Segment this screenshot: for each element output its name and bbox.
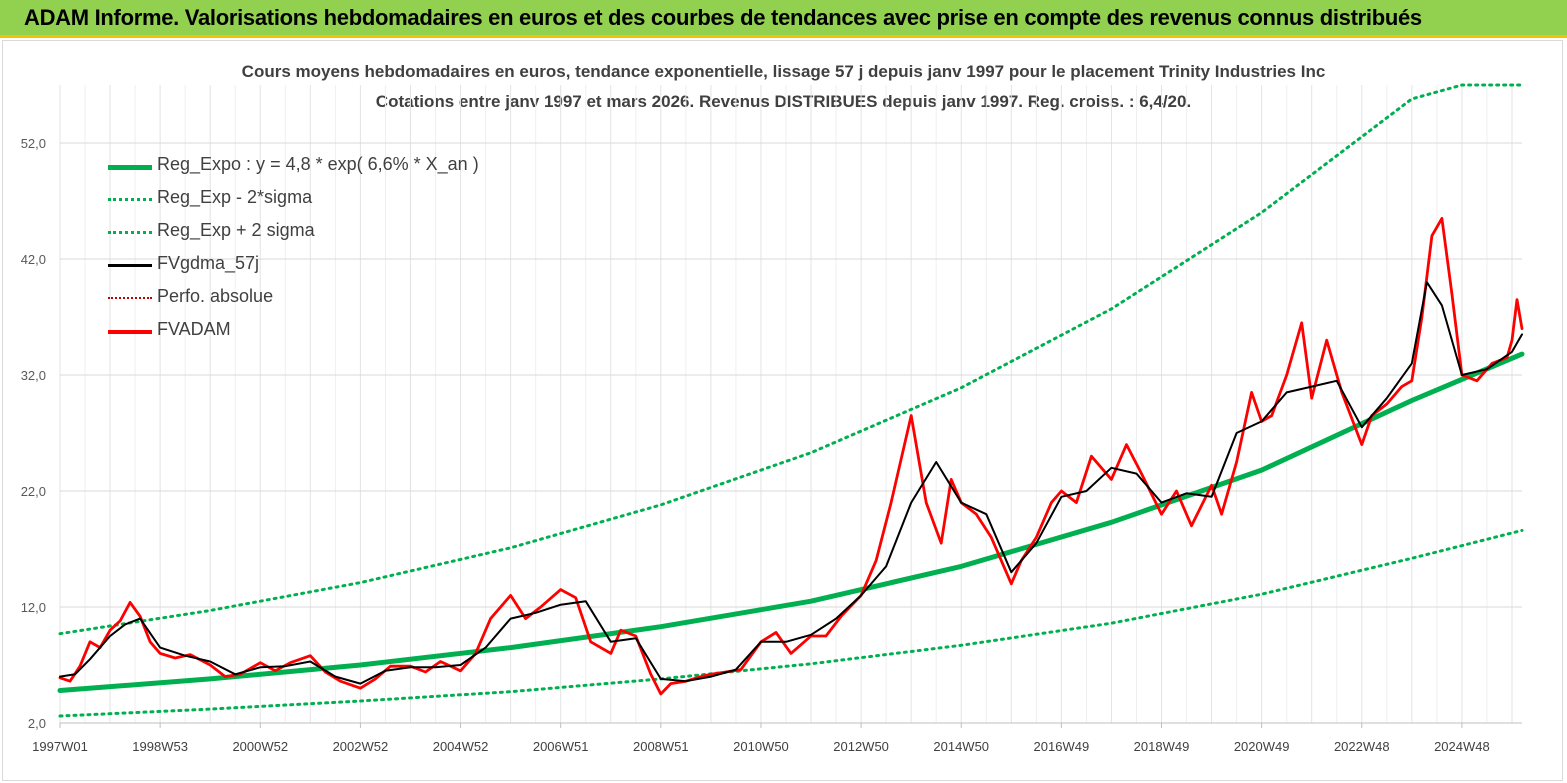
legend-item: Reg_Exp - 2*sigma: [108, 187, 528, 220]
legend-label: FVADAM: [157, 319, 231, 339]
x-tick-label: 2004W52: [433, 739, 489, 754]
fvadam-price-line: [58, 217, 1524, 696]
y-tick-label: 22,0: [21, 484, 46, 499]
chart-subtitle: Cotations entre janv 1997 et mars 2026. …: [375, 92, 1192, 111]
x-tick-label: 2024W48: [1434, 739, 1490, 754]
x-tick-label: 2006W51: [533, 739, 589, 754]
chart-legend: Reg_Expo : y = 4,8 * exp( 6,6% * X_an ) R…: [108, 154, 528, 352]
chart-title: Cours moyens hebdomadaires en euros, ten…: [241, 62, 1326, 81]
y-tick-label: 32,0: [21, 368, 46, 383]
x-tick-label: 1997W01: [32, 739, 88, 754]
legend-label: Reg_Exp + 2 sigma: [157, 220, 315, 240]
x-tick-label: 2012W50: [833, 739, 889, 754]
legend-label: Perfo. absolue: [157, 286, 274, 306]
reg-expo-line: [57, 351, 1525, 693]
legend-item: Reg_Exp + 2 sigma: [108, 220, 528, 253]
legend-swatch: [108, 198, 152, 201]
legend-label: FVgdma_57j: [157, 253, 260, 273]
legend-swatch: [108, 297, 152, 299]
chart-frame: [2, 40, 1563, 781]
x-tick-label: 2000W52: [232, 739, 288, 754]
x-tick-label: 2020W49: [1234, 739, 1290, 754]
y-tick-label: 12,0: [21, 600, 46, 615]
x-tick-label: 2010W50: [733, 739, 789, 754]
legend-item: Reg_Expo : y = 4,8 * exp( 6,6% * X_an ): [108, 154, 528, 187]
legend-swatch: [108, 264, 152, 267]
legend-swatch: [108, 165, 152, 170]
x-tick-label: 2016W49: [1034, 739, 1090, 754]
legend-item: FVADAM: [108, 319, 528, 352]
report-title: ADAM Informe. Valorisations hebdomadaire…: [24, 5, 1422, 30]
legend-swatch: [108, 231, 152, 234]
x-tick-label: 2022W48: [1334, 739, 1390, 754]
legend-item: Perfo. absolue: [108, 286, 528, 319]
y-tick-label: 42,0: [21, 252, 46, 267]
legend-swatch: [108, 330, 152, 334]
legend-label: Reg_Expo : y = 4,8 * exp( 6,6% * X_an ): [157, 154, 479, 174]
y-tick-label: 52,0: [21, 136, 46, 151]
y-tick-label: 2,0: [28, 716, 46, 731]
legend-label: Reg_Exp - 2*sigma: [157, 187, 313, 207]
x-tick-label: 2018W49: [1134, 739, 1190, 754]
legend-item: FVgdma_57j: [108, 253, 528, 286]
x-tick-label: 2008W51: [633, 739, 689, 754]
x-tick-label: 2002W52: [333, 739, 389, 754]
reg-minus-2sigma-line: [58, 528, 1524, 718]
x-tick-label: 2014W50: [933, 739, 989, 754]
x-tick-label: 1998W53: [132, 739, 188, 754]
smoothed-57j-line: [59, 281, 1523, 685]
reg-plus-2sigma-line: [58, 83, 1524, 636]
report-banner: ADAM Informe. Valorisations hebdomadaire…: [0, 0, 1567, 38]
